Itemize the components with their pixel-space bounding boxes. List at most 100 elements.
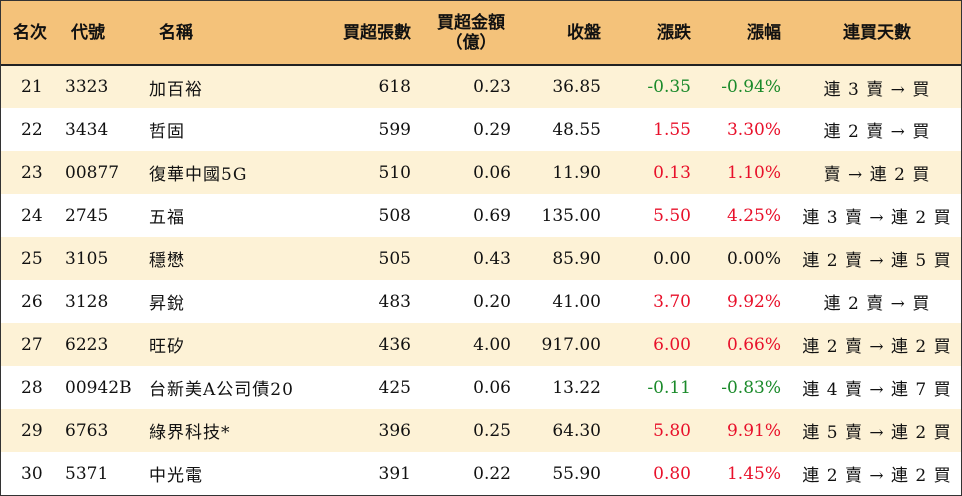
net-buy-lots-cell: 510 (378, 162, 411, 183)
rank-cell: 23 (21, 162, 43, 183)
stock-name-cell: 加百裕 (149, 79, 203, 100)
table-row: 28 00942B 台新美A公司債20 425 0.06 13.22 -0.11 -0.83%… (1, 366, 961, 409)
net-buy-lots-cell: 391 (378, 463, 411, 484)
change-pct-cell: 1.10% (726, 162, 781, 183)
close-price-cell: 41.00 (552, 291, 601, 312)
table-row: 26 3128 昇銳 483 0.20 41.00 3.70 9.92% 連 2 賣 → 買 (1, 280, 961, 323)
rank-cell: 25 (21, 248, 43, 269)
net-buy-amount-cell: 0.06 (473, 162, 511, 183)
close-price-cell: 917.00 (541, 334, 601, 355)
stock-code-cell: 3434 (65, 119, 109, 140)
table-row: 22 3434 哲固 599 0.29 48.55 1.55 3.30% 連 2 賣 → 買 (1, 108, 961, 151)
consecutive-days-cell: 連 3 賣 → 買 (823, 79, 931, 100)
net-buy-lots-cell: 508 (378, 205, 411, 226)
net-buy-lots-cell: 599 (378, 119, 411, 140)
consecutive-days-cell: 賣 → 連 2 買 (823, 165, 931, 185)
header-name: 名稱 (141, 1, 311, 66)
net-buy-amount-cell: 0.29 (473, 119, 511, 140)
price-change-cell: 0.13 (653, 162, 691, 183)
close-price-cell: 11.90 (552, 162, 601, 183)
stock-code-cell: 6763 (65, 420, 109, 441)
stock-name-cell: 復華中國5G (149, 165, 248, 185)
stock-code-cell: 00942B (65, 377, 132, 398)
table-row: 25 3105 穩懋 505 0.43 85.90 0.00 0.00% 連 2 賣 → 連 5… (1, 237, 961, 280)
header-change: 漲跌 (601, 1, 691, 66)
consecutive-days-cell: 連 5 賣 → 連 2 買 (802, 423, 952, 443)
consecutive-days-cell: 連 2 賣 → 買 (823, 294, 931, 314)
consecutive-days-cell: 連 2 賣 → 連 5 買 (802, 251, 952, 271)
net-buy-lots-cell: 396 (378, 420, 411, 441)
change-pct-cell: 4.25% (726, 205, 781, 226)
consecutive-days-cell: 連 4 賣 → 連 7 買 (802, 380, 952, 400)
net-buy-amount-cell: 0.06 (473, 377, 511, 398)
rank-cell: 30 (21, 463, 43, 484)
close-price-cell: 48.55 (552, 119, 601, 140)
change-pct-cell: 9.91% (726, 420, 781, 441)
net-buy-amount-cell: 0.23 (473, 77, 511, 97)
net-buy-lots-cell: 425 (378, 377, 411, 398)
consecutive-days-cell: 連 2 賣 → 連 2 買 (802, 466, 952, 486)
net-buy-lots-cell: 618 (378, 77, 411, 97)
consecutive-days-cell: 連 3 賣 → 連 2 買 (802, 208, 952, 228)
table-row: 29 6763 綠界科技* 396 0.25 64.30 5.80 9.91% 連 5 賣 → … (1, 409, 961, 452)
price-change-cell: 0.80 (653, 463, 691, 484)
stock-name-cell: 昇銳 (149, 294, 185, 314)
header-net-buy-amount: 買超金額 （億） (411, 1, 511, 66)
close-price-cell: 13.22 (552, 377, 601, 398)
table-row: 23 00877 復華中國5G 510 0.06 11.90 0.13 1.10% 賣 → 連 … (1, 151, 961, 194)
stock-code-cell: 3128 (65, 291, 109, 312)
stock-code-cell: 6223 (65, 334, 109, 355)
rank-cell: 27 (21, 334, 43, 355)
price-change-cell: -0.11 (647, 377, 691, 398)
net-buy-amount-cell: 0.43 (473, 248, 511, 269)
consecutive-days-cell: 連 2 賣 → 買 (823, 122, 931, 142)
stock-code-cell: 00877 (65, 162, 120, 183)
change-pct-cell: -0.83% (721, 377, 781, 398)
header-consecutive-days: 連買天數 (781, 1, 961, 66)
stock-name-cell: 台新美A公司債20 (149, 380, 294, 400)
net-buy-amount-cell: 4.00 (473, 334, 511, 355)
change-pct-cell: 0.66% (726, 334, 781, 355)
close-price-cell: 36.85 (552, 77, 601, 97)
rank-cell: 21 (21, 77, 43, 97)
price-change-cell: 5.50 (653, 205, 691, 226)
change-pct-cell: 3.30% (726, 119, 781, 140)
change-pct-cell: -0.94% (721, 77, 781, 97)
consecutive-days-cell: 連 2 賣 → 連 2 買 (802, 337, 952, 357)
rank-cell: 28 (21, 377, 43, 398)
price-change-cell: 5.80 (653, 420, 691, 441)
close-price-cell: 135.00 (541, 205, 601, 226)
header-change-pct: 漲幅 (691, 1, 781, 66)
stock-name-cell: 五福 (149, 208, 185, 228)
rank-cell: 26 (21, 291, 43, 312)
rank-cell: 29 (21, 420, 43, 441)
price-change-cell: 0.00 (653, 248, 691, 269)
net-buy-amount-cell: 0.25 (473, 420, 511, 441)
header-net-buy-amount-line1: 買超金額 (437, 12, 505, 33)
stock-code-cell: 2745 (65, 205, 109, 226)
header-net-buy-lots: 買超張數 (311, 1, 411, 66)
change-pct-cell: 0.00% (726, 248, 781, 269)
price-change-cell: 3.70 (653, 291, 691, 312)
stock-code-cell: 5371 (65, 463, 109, 484)
net-buy-amount-cell: 0.69 (473, 205, 511, 226)
change-pct-cell: 1.45% (726, 463, 781, 484)
table-row: 24 2745 五福 508 0.69 135.00 5.50 4.25% 連 3 賣 → 連 … (1, 194, 961, 237)
net-buy-lots-cell: 505 (378, 248, 411, 269)
close-price-cell: 55.90 (552, 463, 601, 484)
table-row: 27 6223 旺矽 436 4.00 917.00 6.00 0.66% 連 2 賣 → 連 … (1, 323, 961, 366)
close-price-cell: 85.90 (552, 248, 601, 269)
change-pct-cell: 9.92% (726, 291, 781, 312)
stock-name-cell: 中光電 (149, 466, 203, 486)
net-buy-amount-cell: 0.20 (473, 291, 511, 312)
price-change-cell: 1.55 (653, 119, 691, 140)
net-buy-amount-cell: 0.22 (473, 463, 511, 484)
header-rank: 名次 (1, 1, 61, 66)
table-row: 30 5371 中光電 391 0.22 55.90 0.80 1.45% 連 2 賣 → 連 … (1, 452, 961, 495)
net-buy-lots-cell: 483 (378, 291, 411, 312)
header-code: 代號 (61, 1, 141, 66)
rank-cell: 24 (21, 205, 43, 226)
stock-code-cell: 3105 (65, 248, 109, 269)
header-close: 收盤 (511, 1, 601, 66)
